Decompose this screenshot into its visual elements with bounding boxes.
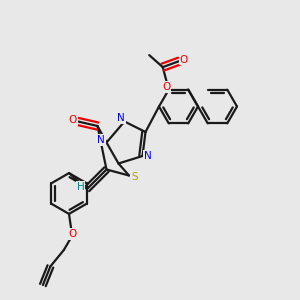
- Text: O: O: [69, 229, 77, 239]
- Text: O: O: [68, 115, 77, 125]
- Text: H: H: [76, 182, 84, 192]
- Text: O: O: [180, 55, 188, 64]
- Text: N: N: [117, 113, 125, 123]
- Text: O: O: [162, 82, 170, 92]
- Text: N: N: [97, 135, 105, 145]
- Text: N: N: [144, 151, 152, 161]
- Text: S: S: [131, 172, 138, 182]
